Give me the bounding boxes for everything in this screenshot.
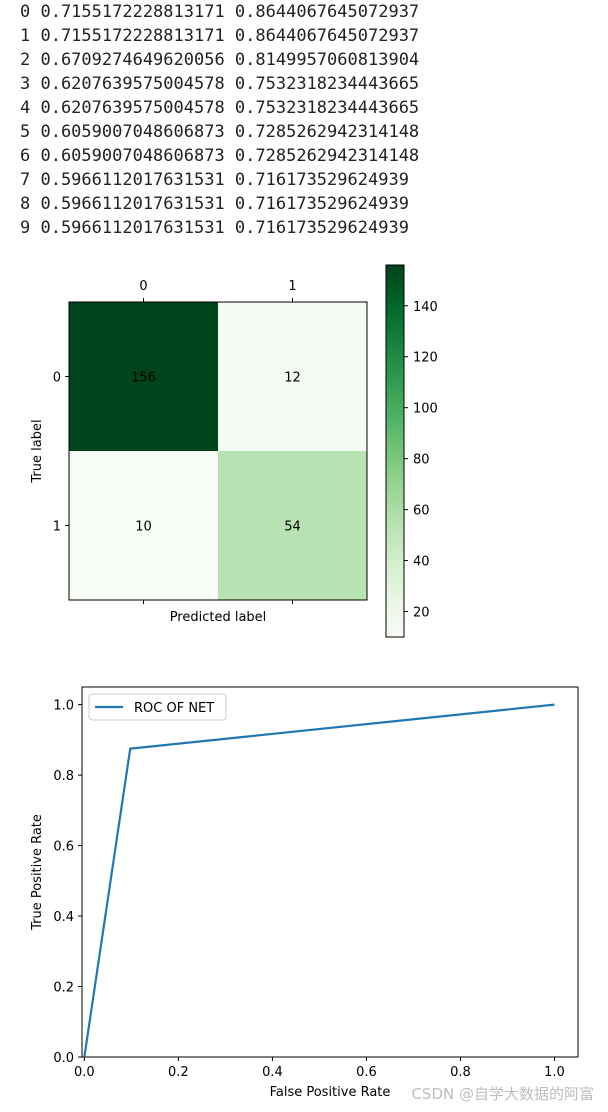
watermark: CSDN @自学大数据的阿富 <box>411 1085 594 1103</box>
console-output: 0 0.7155172228813171 0.8644067645072937 … <box>0 0 608 240</box>
matrix-cell <box>69 451 218 600</box>
colorbar-tick-label: 140 <box>413 300 438 315</box>
console-line: 1 0.7155172228813171 0.8644067645072937 <box>20 26 420 46</box>
console-line: 5 0.6059007048606873 0.7285262942314148 <box>20 122 420 142</box>
console-line: 7 0.5966112017631531 0.716173529624939 <box>20 170 409 190</box>
plot-area <box>81 686 579 1058</box>
legend-label: ROC OF NET <box>134 701 214 716</box>
y-axis-label: True label <box>30 419 45 483</box>
matrix-cell <box>218 451 367 600</box>
colorbar-tick-label: 40 <box>413 555 430 570</box>
cell-value-label: 10 <box>135 520 152 535</box>
console-line: 4 0.6207639575004578 0.7532318234443665 <box>20 98 420 118</box>
x-tick-label: 0.4 <box>262 1065 283 1080</box>
x-tick-label: 1 <box>288 279 296 294</box>
console-line: 8 0.5966112017631531 0.716173529624939 <box>20 194 409 214</box>
legend-box <box>88 693 227 721</box>
colorbar-tick-label: 60 <box>413 504 430 519</box>
cell-value-label: 156 <box>131 371 156 386</box>
y-tick-label: 0.4 <box>53 910 74 925</box>
console-line: 2 0.6709274649620056 0.8149957060813904 <box>20 50 420 70</box>
console-line: 9 0.5966112017631531 0.716173529624939 <box>20 218 409 238</box>
matrix-cell <box>69 302 218 451</box>
x-tick-label: 0.0 <box>74 1065 95 1080</box>
y-tick-label: 0.2 <box>53 981 74 996</box>
colorbar-tick-label: 120 <box>413 351 438 366</box>
console-line: 3 0.6207639575004578 0.7532318234443665 <box>20 74 420 94</box>
x-tick-label: 0 <box>139 279 147 294</box>
x-tick-label: 0.6 <box>356 1065 377 1080</box>
y-tick-label: 0 <box>53 371 61 386</box>
colorbar-tick-label: 80 <box>413 453 430 468</box>
cell-value-label: 12 <box>284 371 301 386</box>
x-axis-label: Predicted label <box>170 610 267 625</box>
x-tick-label: 1.0 <box>544 1065 565 1080</box>
matrix-cell <box>218 302 367 451</box>
y-tick-label: 0.0 <box>53 1051 74 1066</box>
colorbar-tick-label: 20 <box>413 606 430 621</box>
matrix-frame <box>68 301 368 601</box>
colorbar <box>385 264 405 638</box>
x-axis-label: False Positive Rate <box>270 1085 391 1100</box>
y-tick-label: 0.8 <box>53 769 74 784</box>
y-tick-label: 0.6 <box>53 840 74 855</box>
console-line: 6 0.6059007048606873 0.7285262942314148 <box>20 146 420 166</box>
roc-line <box>83 703 555 1058</box>
y-tick-label: 1.0 <box>53 699 74 714</box>
roc-curve-chart: 0.0 0.2 0.4 0.6 0.8 1.0 0.0 0.2 0.4 0.6 0.8 1.0 ROC … <box>30 686 579 1100</box>
y-axis-label: True Positive Rate <box>30 814 45 931</box>
y-tick-label: 1 <box>53 520 61 535</box>
colorbar-tick-label: 100 <box>413 402 438 417</box>
console-line: 0 0.7155172228813171 0.8644067645072937 <box>20 2 420 22</box>
x-tick-label: 0.2 <box>168 1065 189 1080</box>
cell-value-label: 54 <box>284 520 301 535</box>
x-tick-label: 0.8 <box>450 1065 471 1080</box>
